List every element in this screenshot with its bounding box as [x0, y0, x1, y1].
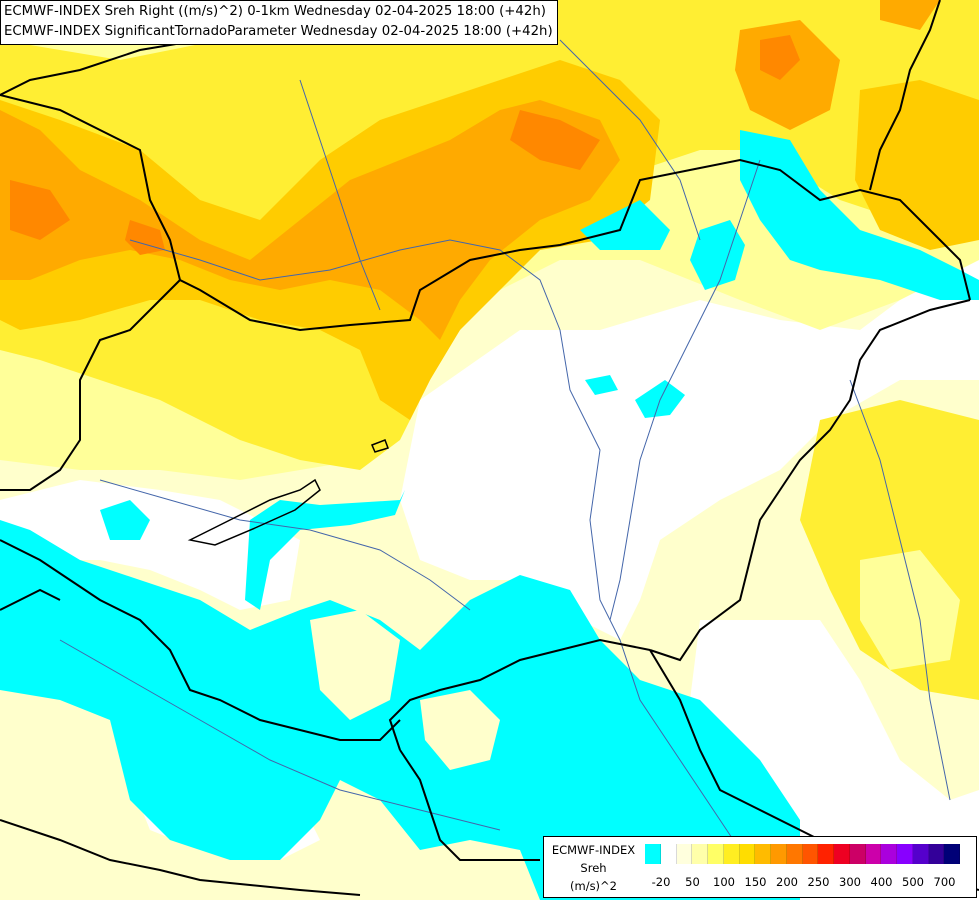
legend-tick-label: 100 [713, 875, 735, 889]
river-tisza [609, 159, 761, 621]
legend-swatch [802, 844, 819, 864]
legend-swatch [865, 844, 882, 864]
legend-swatch [849, 844, 866, 864]
legend-tick-label: 200 [776, 875, 798, 889]
river-north [559, 39, 701, 241]
map-title-box: ECMWF-INDEX Sreh Right ((m/s)^2) 0-1km W… [0, 0, 558, 45]
legend-swatch [692, 844, 708, 864]
legend-swatch [944, 844, 960, 864]
lake-balaton [187, 478, 321, 546]
legend-tick-label: 400 [870, 875, 893, 889]
map-title-line2: ECMWF-INDEX SignificantTornadoParameter … [4, 24, 553, 39]
legend-tick-label: 150 [744, 875, 767, 889]
map-title-line1: ECMWF-INDEX Sreh Right ((m/s)^2) 0-1km W… [4, 4, 546, 19]
legend-swatch [881, 844, 897, 864]
legend-unit-label: (m/s)^2 [570, 879, 617, 893]
border-austria-west [0, 279, 181, 491]
lake-small [371, 439, 389, 453]
legend-swatch [834, 844, 850, 864]
field-dark-orange-nw2 [125, 220, 165, 255]
legend-swatch-strip [645, 844, 960, 864]
river-east [849, 379, 951, 801]
legend-swatch [912, 844, 929, 864]
field-dark-orange-core [510, 110, 600, 170]
legend-tick-label: 300 [839, 875, 861, 889]
legend-model-label: ECMWF-INDEX [551, 843, 636, 857]
field-gold-east [855, 80, 979, 250]
legend-swatch [755, 844, 771, 864]
legend-swatch [676, 844, 693, 864]
field-cyan-blob-north [690, 220, 745, 290]
border-slovenia [0, 588, 61, 611]
legend-swatch [818, 844, 834, 864]
field-white-east [690, 620, 979, 900]
river-morava [299, 79, 381, 311]
border-hungary-south [388, 638, 651, 751]
legend-swatch [897, 844, 913, 864]
border-southwest [0, 819, 361, 896]
legend-swatch [786, 844, 803, 864]
legend-tick-label: 50 [685, 875, 700, 889]
legend-swatch [928, 844, 945, 864]
color-legend: ECMWF-INDEX Sreh (m/s)^2 -20 50 100 150 200 2… [543, 836, 977, 898]
legend-swatch [771, 844, 787, 864]
river-drava [99, 479, 471, 611]
border-hungary-east [649, 299, 971, 662]
legend-parameter-label: Sreh [580, 861, 607, 875]
river-sava [59, 639, 501, 831]
field-white-west [0, 480, 300, 610]
field-cyan-blob-small1 [585, 375, 618, 395]
field-orange-northeast-corner [880, 0, 940, 30]
field-cyan-north-patch [580, 200, 670, 250]
field-dark-orange-northeast [760, 35, 800, 80]
field-dark-orange-west [10, 180, 70, 240]
legend-swatch [723, 844, 740, 864]
border-bosnia [399, 749, 540, 861]
border-north [0, 94, 971, 332]
legend-swatch [708, 844, 724, 864]
legend-swatch [660, 844, 677, 864]
field-cream-island [310, 610, 400, 720]
river-danube [129, 239, 761, 881]
legend-swatch [645, 844, 661, 864]
field-white-central [400, 260, 979, 640]
legend-tick-label: 500 [902, 875, 924, 889]
field-cyan-west-strip [245, 490, 405, 610]
field-orange-band [0, 100, 620, 340]
field-cyan-northeast [740, 130, 979, 300]
legend-tick-label: -20 [651, 875, 671, 889]
border-croatia [0, 539, 401, 741]
field-pale-yellow-southeast [860, 550, 960, 670]
field-cream-island2 [420, 690, 500, 770]
border-romania-north [869, 0, 941, 191]
field-cyan-blob-west [100, 500, 150, 540]
legend-tick-label: 700 [933, 875, 956, 889]
legend-swatch [739, 844, 756, 864]
legend-tick-label: 250 [807, 875, 830, 889]
